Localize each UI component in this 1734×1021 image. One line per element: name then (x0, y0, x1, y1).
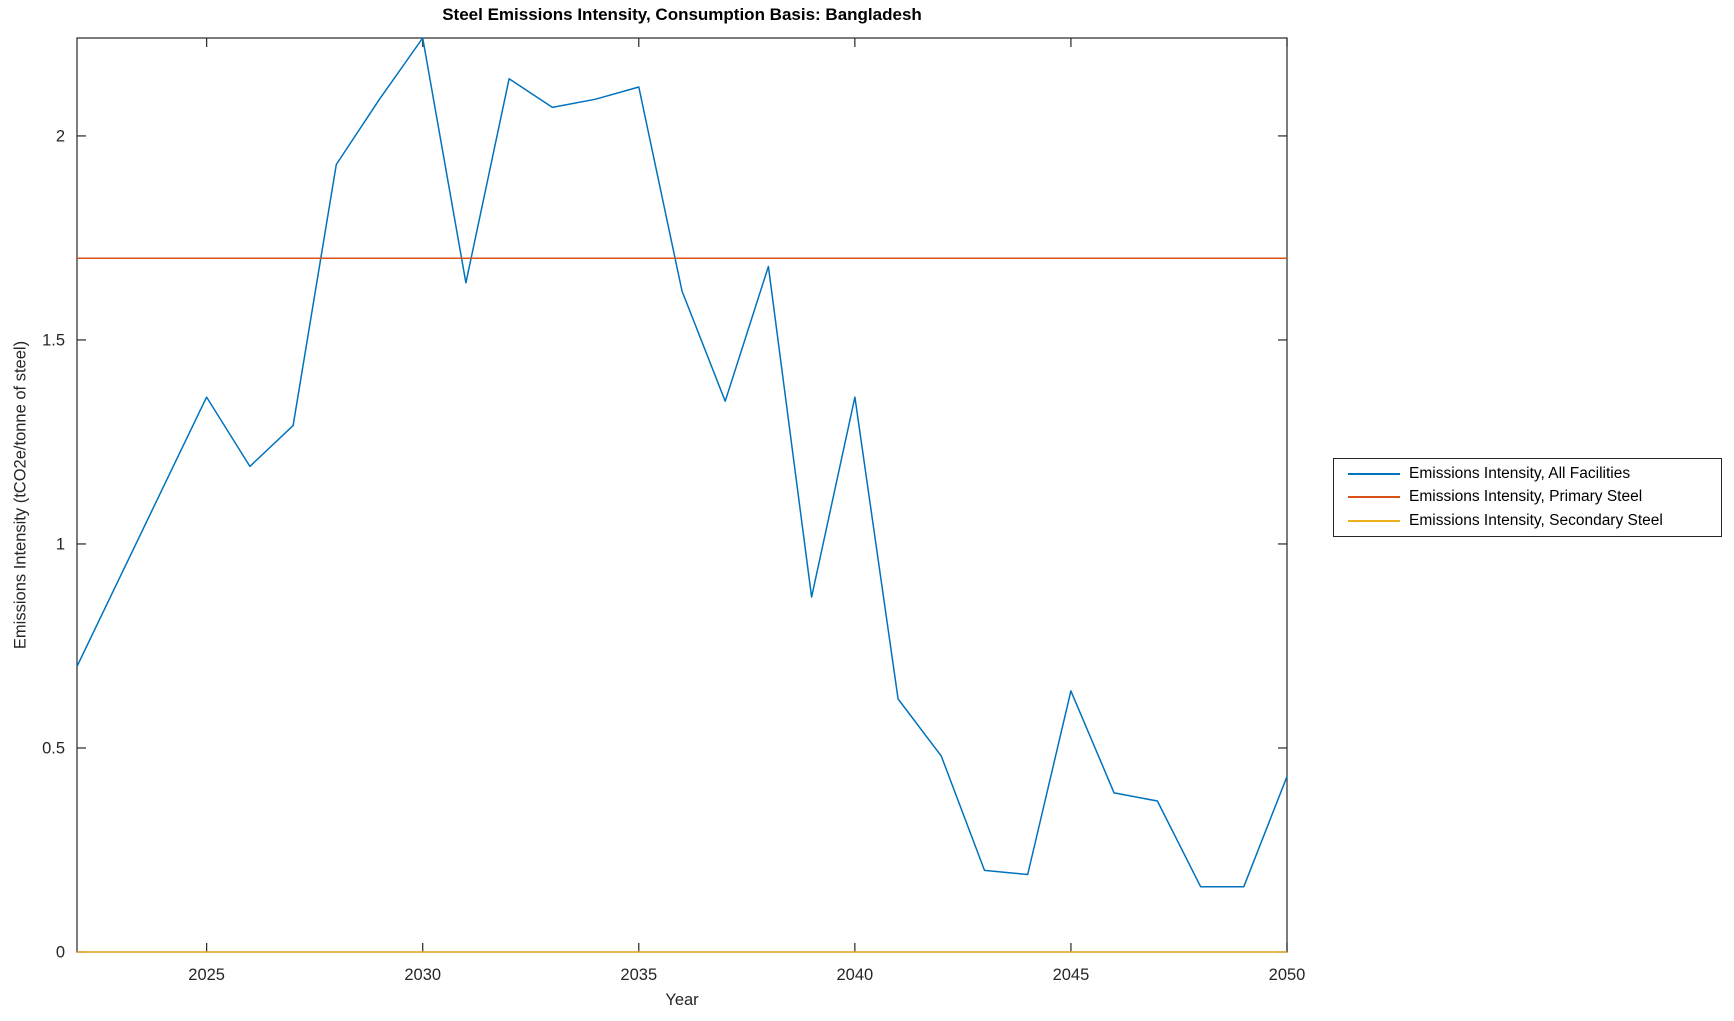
legend-row-0: Emissions Intensity, All Facilities (1334, 465, 1721, 483)
legend-box: Emissions Intensity, All Facilities Emiss… (1333, 458, 1722, 537)
y-tick-label: 0 (56, 944, 65, 962)
y-tick-label: 1.5 (42, 331, 65, 349)
series-line-0 (76, 37, 1288, 888)
y-axis-label: Emissions Intensity (tCO2e/tonne of stee… (11, 340, 30, 650)
y-tick-label: 0.5 (42, 739, 65, 757)
x-tick-label: 2045 (1053, 966, 1090, 984)
legend-row-2: Emissions Intensity, Secondary Steel (1334, 512, 1721, 530)
chart-title: Steel Emissions Intensity, Consumption B… (442, 5, 922, 24)
x-axis-label: Year (665, 991, 699, 1009)
legend-line-sample (1348, 520, 1400, 523)
x-tick-label: 2025 (188, 966, 225, 984)
x-tick-label: 2050 (1269, 966, 1306, 984)
legend-label: Emissions Intensity, Secondary Steel (1409, 512, 1663, 530)
axes-frame (76, 37, 1288, 953)
y-tick-label: 1 (56, 535, 65, 553)
legend-label: Emissions Intensity, All Facilities (1409, 464, 1631, 482)
x-tick-label: 2030 (404, 966, 441, 984)
legend-label: Emissions Intensity, Primary Steel (1409, 488, 1643, 506)
x-tick-label: 2035 (620, 966, 657, 984)
x-tick-label: 2040 (836, 966, 873, 984)
legend-line-sample (1348, 472, 1400, 475)
legend-row-1: Emissions Intensity, Primary Steel (1334, 488, 1721, 506)
y-tick-label: 2 (56, 127, 65, 145)
legend-line-sample (1348, 496, 1400, 499)
